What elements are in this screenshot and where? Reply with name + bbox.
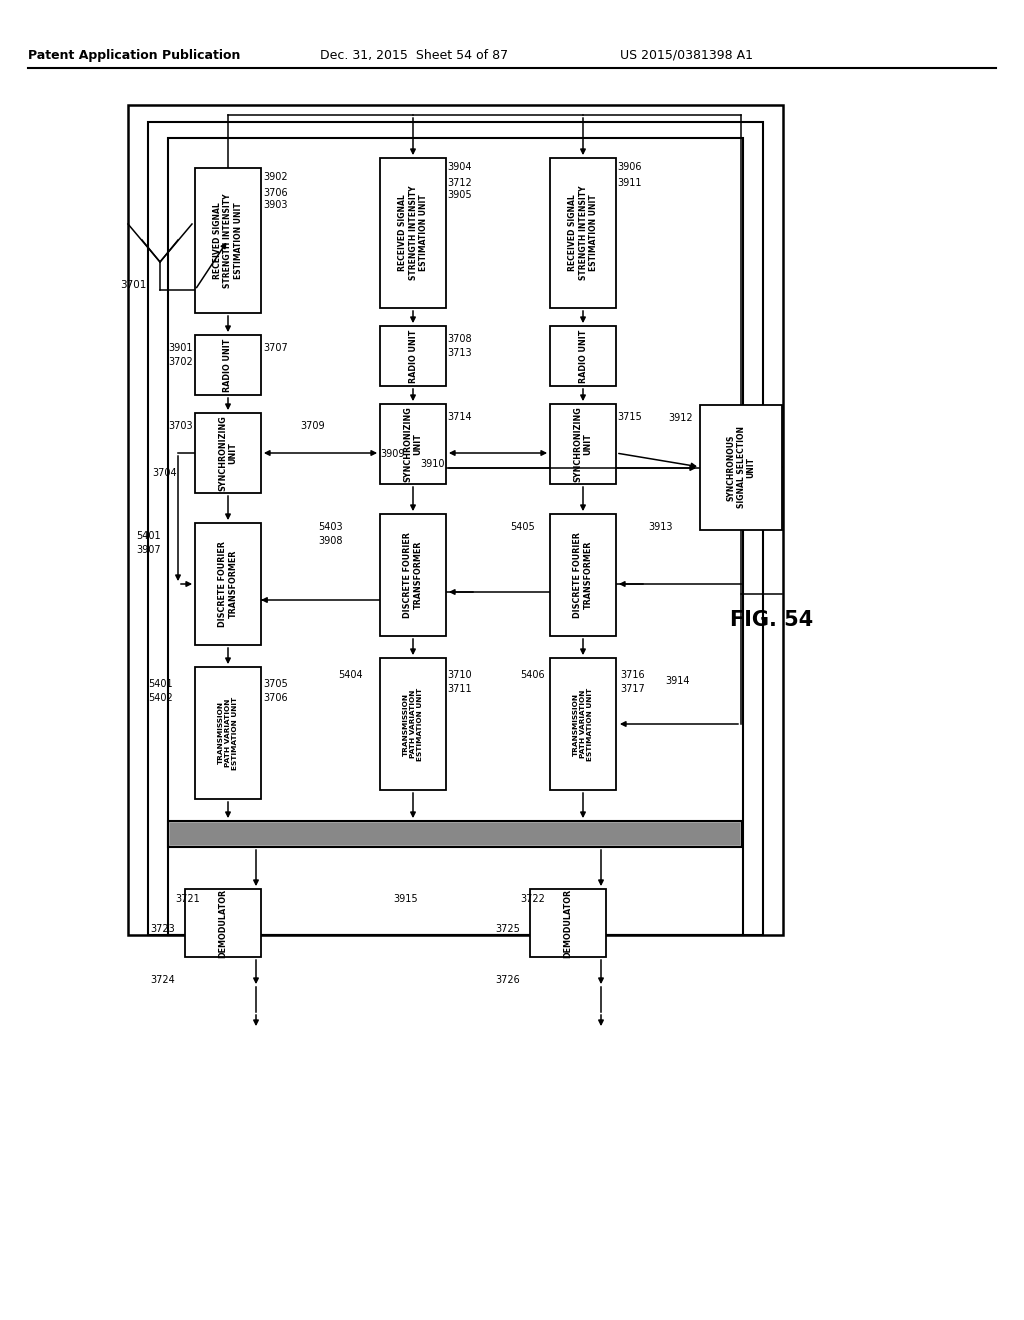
Text: DEMODULATOR: DEMODULATOR xyxy=(563,888,572,957)
Text: 3906: 3906 xyxy=(617,162,641,172)
Text: 3708: 3708 xyxy=(447,334,472,345)
Bar xyxy=(380,158,446,308)
Bar xyxy=(128,106,783,935)
Text: FIG. 54: FIG. 54 xyxy=(730,610,813,630)
Bar xyxy=(195,413,261,492)
Text: SYNCHRONOUS
SIGNAL SELECTION
UNIT: SYNCHRONOUS SIGNAL SELECTION UNIT xyxy=(726,426,756,508)
Text: 3726: 3726 xyxy=(495,975,520,985)
Text: 3701: 3701 xyxy=(120,280,146,290)
Bar xyxy=(550,657,616,789)
Text: 3716: 3716 xyxy=(620,671,645,680)
Text: 5402: 5402 xyxy=(148,693,173,704)
Bar xyxy=(530,888,606,957)
Bar xyxy=(148,121,763,935)
Bar xyxy=(380,657,446,789)
Bar xyxy=(380,404,446,484)
Text: 3709: 3709 xyxy=(300,421,325,432)
Text: 3903: 3903 xyxy=(263,201,288,210)
Text: 5405: 5405 xyxy=(510,521,535,532)
Text: 5404: 5404 xyxy=(338,671,362,680)
Text: 3914: 3914 xyxy=(665,676,689,686)
Text: DISCRETE FOURIER
TRANSFORMER: DISCRETE FOURIER TRANSFORMER xyxy=(218,541,238,627)
Text: RECEIVED SIGNAL
STRENGTH INTENSITY
ESTIMATION UNIT: RECEIVED SIGNAL STRENGTH INTENSITY ESTIM… xyxy=(398,186,428,280)
Bar xyxy=(168,139,743,935)
Text: RADIO UNIT: RADIO UNIT xyxy=(579,329,588,383)
Text: 3901: 3901 xyxy=(168,343,193,352)
Bar xyxy=(550,513,616,636)
Text: 3714: 3714 xyxy=(447,412,472,422)
Text: 5406: 5406 xyxy=(520,671,545,680)
Text: 3902: 3902 xyxy=(263,172,288,182)
Text: 3713: 3713 xyxy=(447,348,472,358)
Text: 3724: 3724 xyxy=(150,975,175,985)
Text: 3911: 3911 xyxy=(617,178,641,187)
Text: 3711: 3711 xyxy=(447,684,472,694)
Bar xyxy=(195,667,261,799)
Text: 3907: 3907 xyxy=(136,545,161,554)
Text: 5401: 5401 xyxy=(136,531,161,541)
Text: TRANSMISSION
PATH VARIATION
ESTIMATION UNIT: TRANSMISSION PATH VARIATION ESTIMATION U… xyxy=(403,688,423,760)
Text: 3702: 3702 xyxy=(168,356,193,367)
Text: SYNCHRONIZING
UNIT: SYNCHRONIZING UNIT xyxy=(573,407,593,482)
Bar xyxy=(380,326,446,385)
Text: DISCRETE FOURIER
TRANSFORMER: DISCRETE FOURIER TRANSFORMER xyxy=(573,532,593,618)
Text: 3706: 3706 xyxy=(263,693,288,704)
Text: 3704: 3704 xyxy=(152,469,176,478)
Text: 3712: 3712 xyxy=(447,178,472,187)
Text: DISCRETE FOURIER
TRANSFORMER: DISCRETE FOURIER TRANSFORMER xyxy=(403,532,423,618)
Text: 3913: 3913 xyxy=(648,521,673,532)
Text: 3705: 3705 xyxy=(263,678,288,689)
Text: 3910: 3910 xyxy=(420,459,444,469)
Text: TRANSMISSION
PATH VARIATION
ESTIMATION UNIT: TRANSMISSION PATH VARIATION ESTIMATION U… xyxy=(218,697,238,770)
Text: RECEIVED SIGNAL
STRENGTH INTENSITY
ESTIMATION UNIT: RECEIVED SIGNAL STRENGTH INTENSITY ESTIM… xyxy=(568,186,598,280)
Text: 3909: 3909 xyxy=(380,449,404,459)
Bar xyxy=(550,404,616,484)
Text: Patent Application Publication: Patent Application Publication xyxy=(28,49,241,62)
Bar xyxy=(170,822,740,845)
Text: RECEIVED SIGNAL
STRENGTH INTENSITY
ESTIMATION UNIT: RECEIVED SIGNAL STRENGTH INTENSITY ESTIM… xyxy=(213,193,243,288)
Bar xyxy=(195,168,261,313)
Text: RADIO UNIT: RADIO UNIT xyxy=(409,329,418,383)
Text: 3703: 3703 xyxy=(168,421,193,432)
Text: SYNCHRONIZING
UNIT: SYNCHRONIZING UNIT xyxy=(218,414,238,491)
Text: RADIO UNIT: RADIO UNIT xyxy=(223,338,232,392)
Text: Dec. 31, 2015  Sheet 54 of 87: Dec. 31, 2015 Sheet 54 of 87 xyxy=(319,49,508,62)
Text: 3908: 3908 xyxy=(318,536,342,546)
Text: 3717: 3717 xyxy=(620,684,645,694)
Text: 3710: 3710 xyxy=(447,671,472,680)
Text: 3905: 3905 xyxy=(447,190,472,201)
Text: 3721: 3721 xyxy=(175,894,200,904)
Text: 5401: 5401 xyxy=(148,678,173,689)
Text: 3706: 3706 xyxy=(263,187,288,198)
Text: TRANSMISSION
PATH VARIATION
ESTIMATION UNIT: TRANSMISSION PATH VARIATION ESTIMATION U… xyxy=(573,688,593,760)
Bar xyxy=(195,335,261,395)
Text: 3912: 3912 xyxy=(668,413,692,422)
Text: 5403: 5403 xyxy=(318,521,343,532)
Text: 3707: 3707 xyxy=(263,343,288,352)
Bar xyxy=(700,405,782,531)
Bar xyxy=(380,513,446,636)
Bar xyxy=(550,158,616,308)
Text: 3904: 3904 xyxy=(447,162,471,172)
Text: 3722: 3722 xyxy=(520,894,545,904)
Text: 3723: 3723 xyxy=(150,924,175,935)
Text: SYNCHRONIZING
UNIT: SYNCHRONIZING UNIT xyxy=(403,407,423,482)
Text: 3915: 3915 xyxy=(393,894,418,904)
Bar xyxy=(185,888,261,957)
Bar xyxy=(195,523,261,645)
Text: 3715: 3715 xyxy=(617,412,642,422)
Bar xyxy=(550,326,616,385)
Bar xyxy=(168,821,742,847)
Text: US 2015/0381398 A1: US 2015/0381398 A1 xyxy=(620,49,753,62)
Text: 3725: 3725 xyxy=(495,924,520,935)
Text: DEMODULATOR: DEMODULATOR xyxy=(218,888,227,957)
